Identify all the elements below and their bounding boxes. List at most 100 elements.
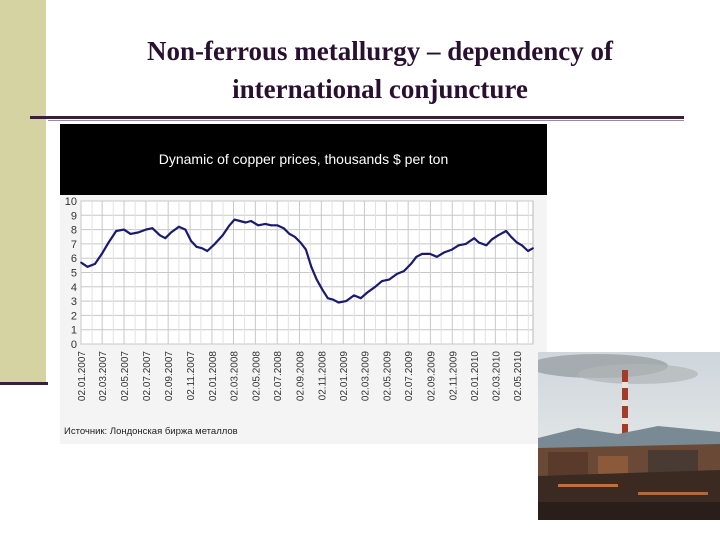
price-point [321, 288, 324, 291]
chart-source: Источник: Лондонская биржа металлов [64, 426, 238, 437]
price-point [282, 227, 285, 230]
price-point [429, 253, 431, 255]
left-accent-bar [0, 0, 46, 382]
x-tick-label: 02.05.2008 [251, 351, 262, 401]
x-tick-label: 02.07.2009 [404, 351, 415, 401]
price-point [190, 240, 193, 242]
slide-title-line2: international conjuncture [232, 74, 528, 104]
price-point [315, 278, 318, 281]
y-tick-label: 1 [71, 325, 77, 337]
price-point [195, 245, 198, 248]
price-point [473, 237, 476, 240]
price-point [305, 248, 307, 251]
price-point [221, 234, 224, 237]
price-point [170, 231, 172, 234]
y-tick-label: 9 [71, 210, 77, 222]
price-point [151, 227, 154, 230]
x-tick-label: 02.05.2009 [382, 351, 393, 401]
y-tick-label: 5 [71, 268, 77, 280]
x-tick-label: 02.09.2008 [295, 351, 306, 401]
title-rule [30, 116, 684, 119]
price-point [436, 255, 438, 258]
y-tick-label: 7 [71, 239, 77, 251]
price-point [521, 244, 523, 247]
price-point [206, 250, 209, 252]
x-tick-label: 02.03.2009 [360, 351, 371, 401]
price-point [257, 224, 260, 227]
price-point [451, 248, 453, 251]
price-point [228, 224, 231, 227]
price-point [388, 278, 390, 281]
price-point [115, 230, 118, 232]
price-point [410, 263, 412, 265]
x-tick-label: 02.11.2009 [448, 351, 459, 401]
price-point [293, 235, 296, 238]
price-point [94, 263, 96, 265]
price-point [337, 301, 340, 304]
x-tick-label: 02.01.2010 [470, 351, 481, 401]
price-point [345, 300, 347, 302]
x-tick-label: 02.05.2010 [513, 351, 524, 401]
price-point [244, 221, 247, 224]
price-point [396, 273, 398, 275]
price-point [145, 228, 147, 231]
price-point [326, 297, 329, 300]
price-point [359, 297, 362, 300]
y-tick-label: 3 [71, 296, 77, 308]
price-point [403, 270, 405, 272]
price-point [366, 291, 369, 294]
factory-photo-illustration [538, 352, 720, 520]
price-point [178, 225, 180, 228]
y-tick-label: 4 [71, 282, 77, 294]
price-point [485, 244, 488, 247]
price-point [250, 220, 252, 222]
x-tick-label: 02.07.2008 [273, 351, 284, 401]
chart-header: Dynamic of copper prices, thousands $ pe… [60, 124, 547, 195]
x-tick-label: 02.03.2008 [229, 351, 240, 401]
x-tick-label: 02.01.2007 [77, 351, 88, 401]
price-point [264, 223, 267, 225]
x-tick-label: 02.01.2008 [208, 351, 219, 401]
price-point [86, 265, 89, 268]
price-point [477, 241, 480, 244]
y-tick-label: 6 [71, 253, 77, 265]
price-point [516, 241, 518, 244]
price-point [100, 253, 103, 255]
slide-title-line1: Non-ferrous metallurgy – dependency of [147, 36, 613, 66]
price-point [276, 224, 279, 227]
price-point [353, 294, 355, 297]
price-point [123, 228, 125, 231]
price-point [497, 234, 500, 237]
x-tick-label: 02.03.2007 [98, 351, 109, 401]
price-point [510, 235, 512, 238]
price-point [374, 285, 377, 288]
x-tick-label: 02.09.2007 [164, 351, 175, 401]
left-bar-underline [0, 382, 48, 385]
left-bar-divider [46, 0, 48, 385]
price-point [184, 228, 187, 231]
y-tick-label: 10 [65, 196, 77, 208]
price-point [310, 265, 313, 268]
price-point [332, 298, 335, 301]
price-point [421, 253, 424, 255]
price-point [137, 231, 139, 234]
x-tick-label: 02.11.2008 [317, 351, 328, 401]
price-point [415, 255, 418, 258]
price-point [129, 233, 132, 235]
price-point [381, 280, 383, 282]
price-point [527, 250, 529, 252]
price-point [107, 241, 110, 244]
x-tick-label: 02.09.2009 [426, 351, 437, 401]
x-tick-label: 02.07.2007 [142, 351, 153, 401]
price-point [213, 243, 216, 245]
price-point [164, 237, 167, 240]
price-point [288, 233, 291, 235]
x-tick-label: 02.01.2009 [339, 351, 350, 401]
slide-title: Non-ferrous metallurgy – dependency of i… [60, 32, 700, 108]
chart-panel: Dynamic of copper prices, thousands $ pe… [60, 124, 547, 444]
title-rule-thin [48, 120, 684, 121]
price-point [201, 247, 203, 250]
x-tick-label: 02.11.2007 [186, 351, 197, 401]
price-point [443, 251, 445, 254]
price-point [490, 238, 493, 241]
